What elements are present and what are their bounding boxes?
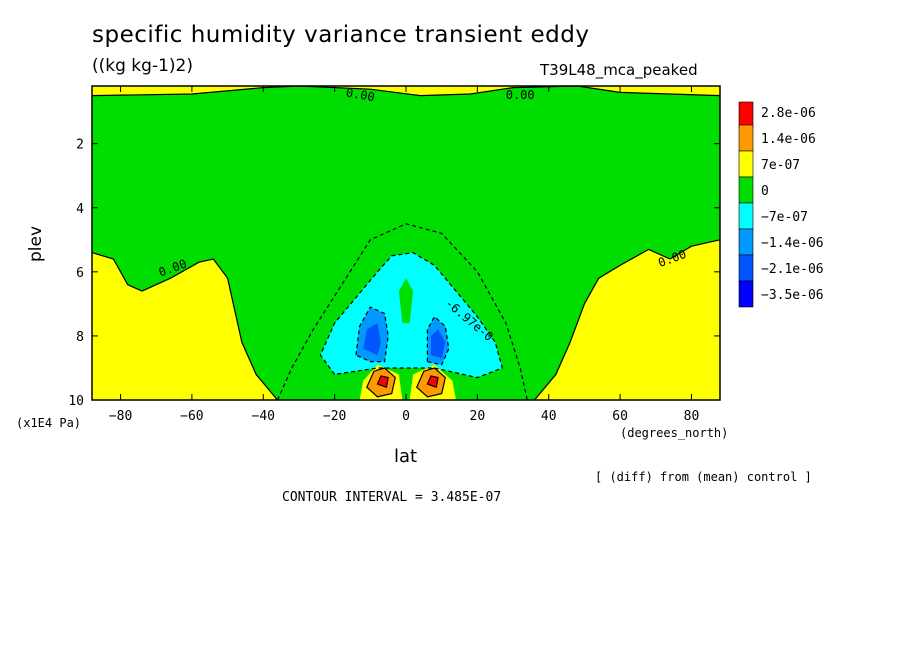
legend-label: 7e-07 xyxy=(761,158,800,173)
legend-label: 1.4e-06 xyxy=(761,132,816,147)
field-min-right xyxy=(431,329,446,359)
legend-swatch xyxy=(738,150,754,178)
contour-peak-right xyxy=(426,375,439,389)
x-tick-label: 0 xyxy=(402,409,410,424)
contour-outer-dashed xyxy=(276,223,528,401)
y-axis-units: (x1E4 Pa) xyxy=(16,416,82,430)
x-tick-label: 80 xyxy=(684,409,700,424)
contour-zero-top xyxy=(91,85,721,97)
legend-swatch xyxy=(738,101,754,129)
x-axis-label: lat xyxy=(394,446,418,467)
y-axis-ticks: 2 4 6 8 10 xyxy=(68,138,720,409)
contour-zero-south xyxy=(91,252,278,401)
difference-note: [ (diff) from (mean) control ] xyxy=(595,470,812,484)
x-axis-units: (degrees_north) xyxy=(620,426,729,440)
x-tick-label: 20 xyxy=(470,409,486,424)
x-tick-label: −80 xyxy=(109,409,132,424)
chart-title: specific humidity variance transient edd… xyxy=(92,22,590,48)
contour-negative-right-dashed xyxy=(426,315,450,366)
y-tick-label: 2 xyxy=(76,138,84,153)
y-tick-label: 4 xyxy=(76,202,84,217)
contour-negative-left-dashed xyxy=(355,306,389,363)
contour-lines xyxy=(91,85,721,401)
x-axis-ticks: −80 −60 −40 −20 0 20 40 60 80 xyxy=(109,86,699,424)
legend-swatch xyxy=(738,254,754,282)
field-positive-north xyxy=(534,239,720,400)
legend-label: −3.5e-06 xyxy=(761,288,824,303)
legend-label: −2.1e-06 xyxy=(761,262,824,277)
legend-swatch xyxy=(738,124,754,152)
y-tick-label: 8 xyxy=(76,330,84,345)
contour-peak-left xyxy=(376,375,389,389)
contour-zero-north xyxy=(534,239,721,401)
contour-label: 0.00 xyxy=(506,88,535,102)
field-zero-pocket xyxy=(398,278,414,324)
x-tick-label: 60 xyxy=(612,409,628,424)
x-tick-label: 40 xyxy=(541,409,557,424)
contour-max-left xyxy=(366,367,396,398)
legend-swatch xyxy=(738,176,754,204)
contour-label: 0.00 xyxy=(345,85,376,104)
legend-swatch xyxy=(738,228,754,256)
x-tick-label: −60 xyxy=(180,409,203,424)
contour-fields xyxy=(92,86,720,400)
run-label: T39L48_mca_peaked xyxy=(540,61,698,79)
chart-units: ((kg kg-1)2) xyxy=(92,56,193,76)
legend-swatch xyxy=(738,280,754,308)
y-tick-label: 6 xyxy=(76,266,84,281)
legend-label: 2.8e-06 xyxy=(761,106,816,121)
contour-interval-label: CONTOUR INTERVAL = 3.485E-07 xyxy=(282,490,502,505)
color-legend: 2.8e-06 1.4e-06 7e-07 0 −7e-07 −1.4e-06 −2.1e-… xyxy=(738,101,824,308)
legend-swatch xyxy=(738,202,754,230)
x-tick-label: −40 xyxy=(252,409,275,424)
legend-label: −1.4e-06 xyxy=(761,236,824,251)
x-tick-label: −20 xyxy=(323,409,346,424)
field-min-left xyxy=(363,323,381,356)
contour-negative-dashed xyxy=(319,251,504,379)
legend-label: 0 xyxy=(761,184,769,199)
legend-label: −7e-07 xyxy=(761,210,808,225)
contour-max-right xyxy=(415,367,446,398)
field-positive-south xyxy=(92,252,278,400)
y-tick-label: 10 xyxy=(68,394,84,409)
